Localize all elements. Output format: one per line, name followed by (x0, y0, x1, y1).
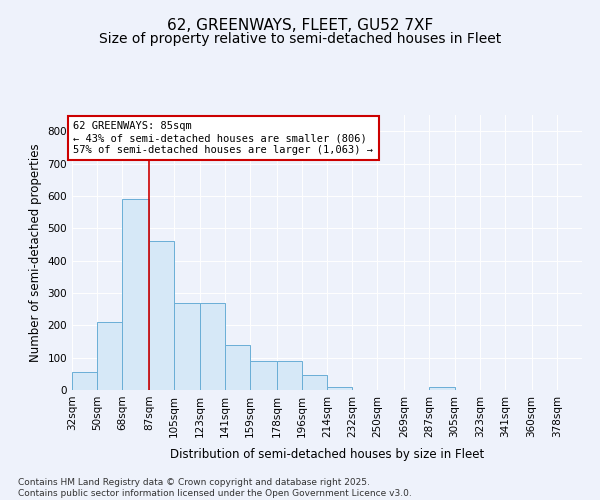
Bar (97, 322, 122, 390)
Bar (72, 372, 97, 390)
Text: 62 GREENWAYS: 85sqm
← 43% of semi-detached houses are smaller (806)
57% of semi-: 62 GREENWAYS: 85sqm ← 43% of semi-detach… (73, 122, 373, 154)
Bar (250, 361, 277, 390)
Bar (225, 346, 250, 390)
Bar (327, 387, 352, 390)
Y-axis label: Number of semi-detached properties: Number of semi-detached properties (29, 143, 42, 362)
X-axis label: Distribution of semi-detached houses by size in Fleet: Distribution of semi-detached houses by … (170, 448, 484, 461)
Text: Size of property relative to semi-detached houses in Fleet: Size of property relative to semi-detach… (99, 32, 501, 46)
Bar (429, 387, 455, 390)
Bar (199, 302, 225, 390)
Bar (122, 199, 149, 390)
Bar (174, 302, 200, 390)
Bar (149, 241, 174, 390)
Text: 62, GREENWAYS, FLEET, GU52 7XF: 62, GREENWAYS, FLEET, GU52 7XF (167, 18, 433, 32)
Bar (302, 375, 327, 390)
Text: Contains HM Land Registry data © Crown copyright and database right 2025.
Contai: Contains HM Land Registry data © Crown c… (18, 478, 412, 498)
Bar (277, 361, 302, 390)
